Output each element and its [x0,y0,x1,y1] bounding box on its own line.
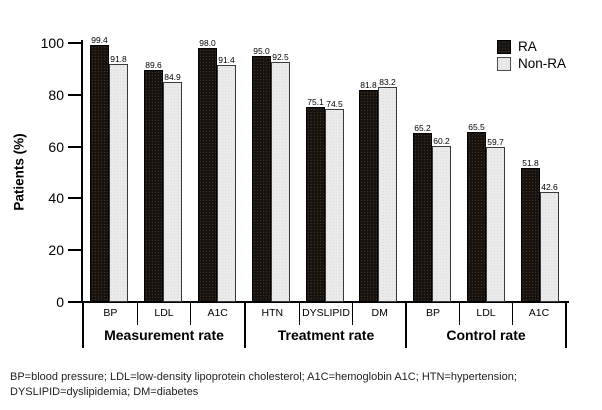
tick-label-0: 0 [56,294,64,310]
bar-value-label: 60.2 [433,136,450,146]
bar-ra-dm-g2: 81.8 [359,80,378,302]
bar-value-label: 91.8 [110,54,127,64]
bar-ra-a1c-g1: 98.0 [198,38,217,302]
bar-value-label: 59.7 [487,137,504,147]
tick-mark-100 [68,42,82,44]
y-axis-line [81,40,83,303]
bar-value-label: 98.0 [199,38,216,48]
subcategory-label-dyslipid: DYSLIPID [300,302,354,325]
legend-label-nonra: Non-RA [518,56,567,71]
legend-item-ra: RA [497,39,566,54]
footnote: BP=blood pressure; LDL=low-density lipop… [10,370,517,400]
bar-value-label: 65.2 [414,123,431,133]
group-box-2: HTN DYSLIPID DM Treatment rate [244,302,406,348]
bar-value-label: 42.6 [541,182,558,192]
tick-mark-40 [68,197,82,200]
bar-nonra-a1c-g3: 42.6 [540,182,559,302]
group-box-1: BP LDL A1C Measurement rate [82,302,244,348]
bar-ra-ldl-g1: 89.6 [144,60,163,302]
tick-label-80: 80 [48,86,64,103]
group-label-1: Measurement rate [104,327,224,343]
subcategory-row: BP LDL A1C [84,302,244,325]
bar-value-label: 89.6 [145,60,162,70]
bar-value-label: 75.1 [307,97,324,107]
subcategory-label-htn: HTN [246,302,300,325]
bar-value-label: 83.2 [379,77,396,87]
tick-mark-80 [68,93,82,96]
tick-label-40: 40 [48,190,64,207]
group-box-3: BP LDL A1C Control rate [405,302,567,348]
group-label-3: Control rate [446,327,526,343]
bar-nonra-bp-g1: 91.8 [109,54,128,302]
bar-value-label: 74.5 [326,99,343,109]
bar-value-label: 65.5 [468,122,485,132]
tick-mark-20 [68,249,82,252]
bar-value-label: 51.8 [522,158,539,168]
subcategory-label-ldl: LDL [138,302,192,325]
tick-label-20: 20 [48,242,64,259]
subcategory-row: BP LDL A1C [407,302,565,325]
bar-ra-ldl-g3: 65.5 [467,122,486,302]
tick-mark-60 [68,145,82,148]
bar-ra-bp-g3: 65.2 [413,123,432,302]
legend-item-nonra: Non-RA [497,56,566,71]
bar-nonra-dyslipid-g2: 74.5 [325,99,344,302]
bar-ra-dyslipid-g2: 75.1 [306,97,325,302]
ra-swatch-icon [497,39,511,54]
footnote-line-2: DYSLIPID=dyslipidemia; DM=diabetes [10,386,199,398]
bar-value-label: 84.9 [164,72,181,82]
bar-nonra-htn-g2: 92.5 [271,52,290,302]
bar-ra-a1c-g3: 51.8 [521,158,540,302]
footnote-line-1: BP=blood pressure; LDL=low-density lipop… [10,371,517,383]
bar-value-label: 91.4 [218,55,235,65]
subcategory-label-ldl: LDL [460,302,513,325]
tick-label-60: 60 [48,138,64,155]
x-axis-line [81,301,569,303]
subcategory-label-a1c: A1C [528,307,550,319]
bar-value-label: 95.0 [253,46,270,56]
legend-label-ra: RA [518,39,537,54]
bar-nonra-dm-g2: 83.2 [378,77,397,302]
subcategory-label-bp: BP [407,302,460,325]
nonra-swatch-icon [497,56,511,71]
tick-label-100: 100 [40,35,64,51]
subcategory-label-dm: DM [371,307,388,319]
bar-ra-htn-g2: 95.0 [252,46,271,302]
group-label-2: Treatment rate [277,327,375,343]
bar-value-label: 92.5 [272,52,289,62]
bar-nonra-a1c-g1: 91.4 [217,55,236,302]
tick-mark-0 [68,301,82,303]
bar-ra-bp-g1: 99.4 [90,35,109,302]
bar-nonra-ldl-g1: 84.9 [163,72,182,302]
subcategory-row: HTN DYSLIPID DM [246,302,406,325]
bar-nonra-ldl-g3: 59.7 [486,137,505,302]
bar-value-label: 99.4 [91,35,108,45]
bar-value-label: 81.8 [360,80,377,90]
bar-nonra-bp-g3: 60.2 [432,136,451,302]
subcategory-label-bp: BP [84,302,138,325]
legend: RA Non-RA [497,39,566,73]
subcategory-label-a1c: A1C [207,307,228,319]
